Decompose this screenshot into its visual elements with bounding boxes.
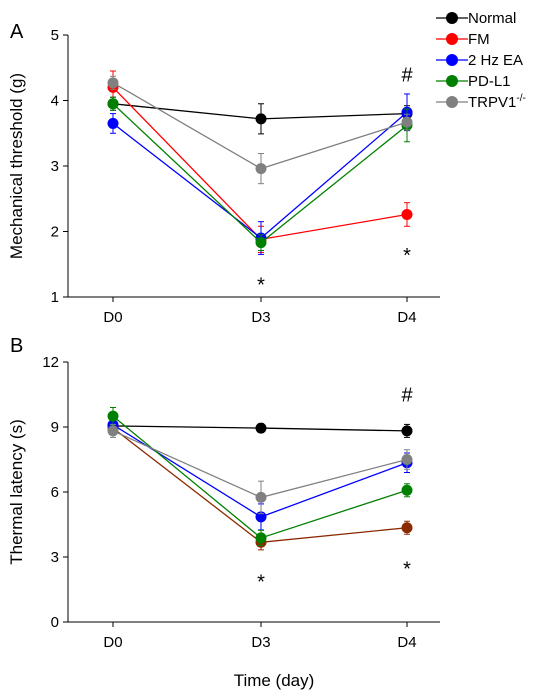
data-point <box>255 237 267 249</box>
x-tick-label: D3 <box>251 634 270 651</box>
legend-label: TRPV1-/- <box>468 93 526 111</box>
legend-label: PD-L1 <box>468 73 511 90</box>
data-point <box>401 116 413 128</box>
panel-letter: A <box>10 21 24 43</box>
y-tick-label: 1 <box>51 289 59 306</box>
legend-marker <box>446 33 458 45</box>
legend: Normal FM 2 Hz EA PD-L1 TRPV1-/- <box>436 10 526 111</box>
legend-marker <box>446 54 458 66</box>
x-tick-label: D0 <box>103 634 122 651</box>
significance-hash: # <box>401 385 413 407</box>
y-axis-label: Thermal latency (s) <box>7 419 26 564</box>
legend-item: 2 Hz EA <box>436 52 523 69</box>
panel-b-chart: B 0 3 6 9 12 D0 D3 D4 Thermal latency (s) Time (da… <box>7 335 440 690</box>
data-point <box>401 484 413 496</box>
y-tick-label: 2 <box>51 224 59 241</box>
y-tick-label: 3 <box>51 549 59 566</box>
data-point <box>107 77 119 89</box>
y-axis-label: Mechanical threshold (g) <box>7 73 26 259</box>
legend-label: Normal <box>468 10 516 27</box>
y-tick-label: 9 <box>51 419 59 436</box>
series-fm <box>107 70 413 253</box>
series-line <box>112 427 408 543</box>
legend-item: Normal <box>436 10 516 27</box>
x-tick-label: D0 <box>103 309 122 326</box>
series-trpv1 <box>107 75 413 185</box>
legend-marker <box>446 96 458 108</box>
data-point <box>401 522 413 534</box>
y-tick-label: 5 <box>51 27 59 44</box>
series-line <box>112 111 408 239</box>
legend-marker <box>446 12 458 24</box>
y-tick-label: 6 <box>51 484 59 501</box>
legend-marker <box>446 75 458 87</box>
legend-label: 2 Hz EA <box>468 52 523 69</box>
series-pd-l1 <box>107 407 413 547</box>
series-line <box>112 82 408 170</box>
data-point <box>107 117 119 129</box>
legend-item: FM <box>436 31 490 48</box>
x-axis-label: Time (day) <box>234 671 315 690</box>
panel-a-chart: A 1 2 3 4 5 D0 D3 D4 Mechanical threshold (g) * * # <box>7 21 440 326</box>
x-tick-label: D3 <box>251 309 270 326</box>
significance-star: * <box>257 571 265 593</box>
series-normal <box>107 418 413 438</box>
data-point <box>255 491 267 503</box>
data-point <box>107 425 119 437</box>
series-line <box>112 430 408 499</box>
x-tick-label: D4 <box>397 634 416 651</box>
data-point <box>401 425 413 437</box>
data-point <box>401 454 413 465</box>
legend-item: TRPV1-/- <box>436 93 526 111</box>
data-point <box>255 422 267 434</box>
y-tick-label: 0 <box>51 614 59 631</box>
legend-superscript: -/- <box>516 93 525 104</box>
significance-star: * <box>403 245 411 267</box>
data-point <box>107 410 119 422</box>
y-tick-label: 12 <box>42 354 59 371</box>
y-tick-label: 3 <box>51 158 59 175</box>
x-tick-label: D4 <box>397 309 416 326</box>
significance-star: * <box>403 558 411 580</box>
data-point <box>255 532 267 544</box>
data-point <box>107 98 119 110</box>
series-trpv1 <box>107 423 413 515</box>
legend-item: PD-L1 <box>436 73 511 90</box>
data-point <box>255 163 267 175</box>
panel-letter: B <box>10 335 23 357</box>
significance-hash: # <box>401 64 413 86</box>
data-point <box>255 113 267 125</box>
significance-star: * <box>257 274 265 296</box>
y-tick-label: 4 <box>51 93 59 110</box>
legend-label: FM <box>468 31 490 48</box>
data-point <box>401 208 413 220</box>
